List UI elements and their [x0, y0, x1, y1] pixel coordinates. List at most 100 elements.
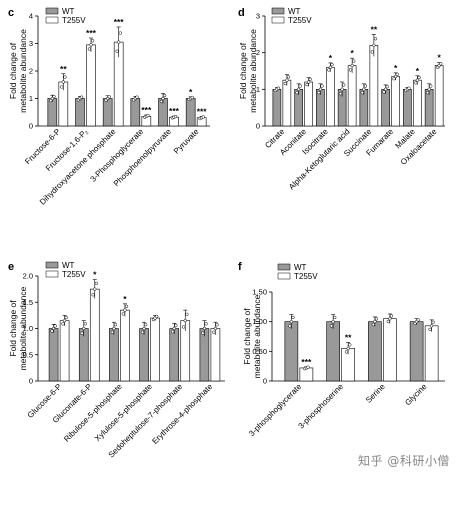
significance-marker: ***	[197, 106, 208, 116]
bar-wt	[47, 98, 58, 127]
bar-wt	[48, 328, 59, 382]
replicate-point	[201, 115, 205, 119]
replicate-point	[51, 326, 56, 331]
bar-wt	[75, 98, 85, 127]
bar-wt	[409, 321, 424, 382]
replicate-point	[371, 322, 375, 327]
bar-t255v	[59, 320, 70, 382]
bar-wt	[169, 328, 180, 382]
replicate-point	[61, 322, 65, 326]
y-axis-title-line: metabolite abundance	[252, 294, 262, 378]
replicate-point	[93, 287, 97, 291]
replicate-point	[50, 329, 54, 333]
x-category-label: Ribulose-5-phosphate	[62, 382, 124, 444]
legend-label-t255v: T255V	[294, 272, 318, 281]
replicate-point	[425, 90, 430, 95]
replicate-point	[202, 326, 207, 331]
y-axis-title-line: Fold change of	[8, 42, 18, 99]
legend-swatch-wt	[45, 7, 59, 15]
x-category-label: Xylulose-5-phosphate	[93, 382, 154, 443]
legend-label-wt: WT	[288, 7, 301, 16]
replicate-point	[289, 320, 294, 324]
replicate-point	[87, 47, 92, 51]
replicate-point	[342, 83, 346, 87]
bar-wt	[403, 89, 412, 127]
replicate-point	[306, 365, 310, 369]
bar-t255v	[434, 65, 444, 127]
replicate-point	[416, 318, 420, 322]
replicate-point	[306, 80, 311, 84]
replicate-point	[291, 315, 295, 320]
replicate-point	[90, 39, 95, 43]
replicate-point	[308, 77, 312, 82]
bar-wt	[130, 98, 141, 127]
y-tick-label: 2	[29, 67, 33, 76]
panel-letter: f	[238, 261, 242, 273]
x-category-label: Pyruvate	[172, 127, 201, 156]
replicate-point	[427, 87, 431, 91]
panel-letter: e	[8, 261, 14, 273]
replicate-point	[385, 85, 389, 89]
replicate-point	[79, 95, 84, 99]
replicate-point	[329, 324, 334, 328]
replicate-point	[352, 59, 356, 63]
replicate-point	[63, 75, 67, 79]
legend-label-t255v: T255V	[62, 16, 86, 25]
replicate-point	[439, 62, 443, 66]
y-tick-label: 0	[29, 377, 33, 386]
legend-label-wt: WT	[62, 7, 75, 16]
y-tick-label: 3	[256, 12, 260, 21]
replicate-point	[144, 323, 148, 327]
replicate-point	[285, 78, 289, 82]
replicate-point	[331, 320, 335, 324]
replicate-point	[80, 331, 84, 335]
replicate-point	[117, 40, 121, 44]
y-tick-label: 0	[256, 122, 260, 131]
replicate-point	[296, 87, 301, 91]
replicate-point	[407, 86, 411, 90]
y-axis-title: Fold change ofmetabolite abundance	[8, 29, 28, 113]
replicate-point	[212, 330, 216, 334]
replicate-point	[340, 87, 344, 91]
replicate-point	[172, 326, 176, 331]
replicate-point	[204, 322, 208, 326]
legend-swatch-t255v	[277, 272, 291, 280]
replicate-point	[388, 317, 392, 321]
x-category-label: Erythrose-4-phosphate	[150, 382, 214, 446]
legend-swatch-t255v	[45, 270, 59, 278]
bar-t255v	[282, 79, 292, 127]
bar-wt	[272, 89, 282, 127]
replicate-point	[183, 318, 187, 323]
replicate-point	[429, 324, 434, 328]
replicate-point	[61, 80, 65, 84]
replicate-point	[383, 87, 388, 91]
replicate-point	[276, 86, 281, 90]
significance-marker: *	[416, 66, 420, 76]
replicate-point	[213, 326, 218, 331]
bar-t255v	[86, 44, 96, 127]
significance-marker: *	[93, 270, 97, 280]
replicate-point	[417, 75, 421, 80]
significance-marker: *	[437, 53, 441, 63]
replicate-point	[320, 84, 324, 88]
replicate-point	[162, 93, 167, 98]
y-axis-title-line: metabolite abundance	[248, 29, 258, 113]
y-tick-label: 1.5	[23, 298, 33, 307]
bar-t255v	[299, 367, 314, 382]
y-axis-title-line: Fold change of	[242, 308, 252, 365]
significance-marker: *	[329, 53, 333, 63]
replicate-point	[414, 81, 418, 85]
bar-wt	[139, 328, 149, 382]
significance-marker: *	[123, 294, 127, 304]
y-tick-label: 1.50	[252, 288, 267, 297]
replicate-point	[124, 304, 129, 308]
panel-letter: c	[8, 7, 14, 19]
y-tick-label: 2	[256, 48, 260, 57]
replicate-point	[171, 330, 175, 334]
replicate-point	[429, 84, 433, 88]
replicate-point	[53, 324, 57, 328]
replicate-point	[283, 81, 287, 86]
replicate-point	[389, 314, 394, 318]
